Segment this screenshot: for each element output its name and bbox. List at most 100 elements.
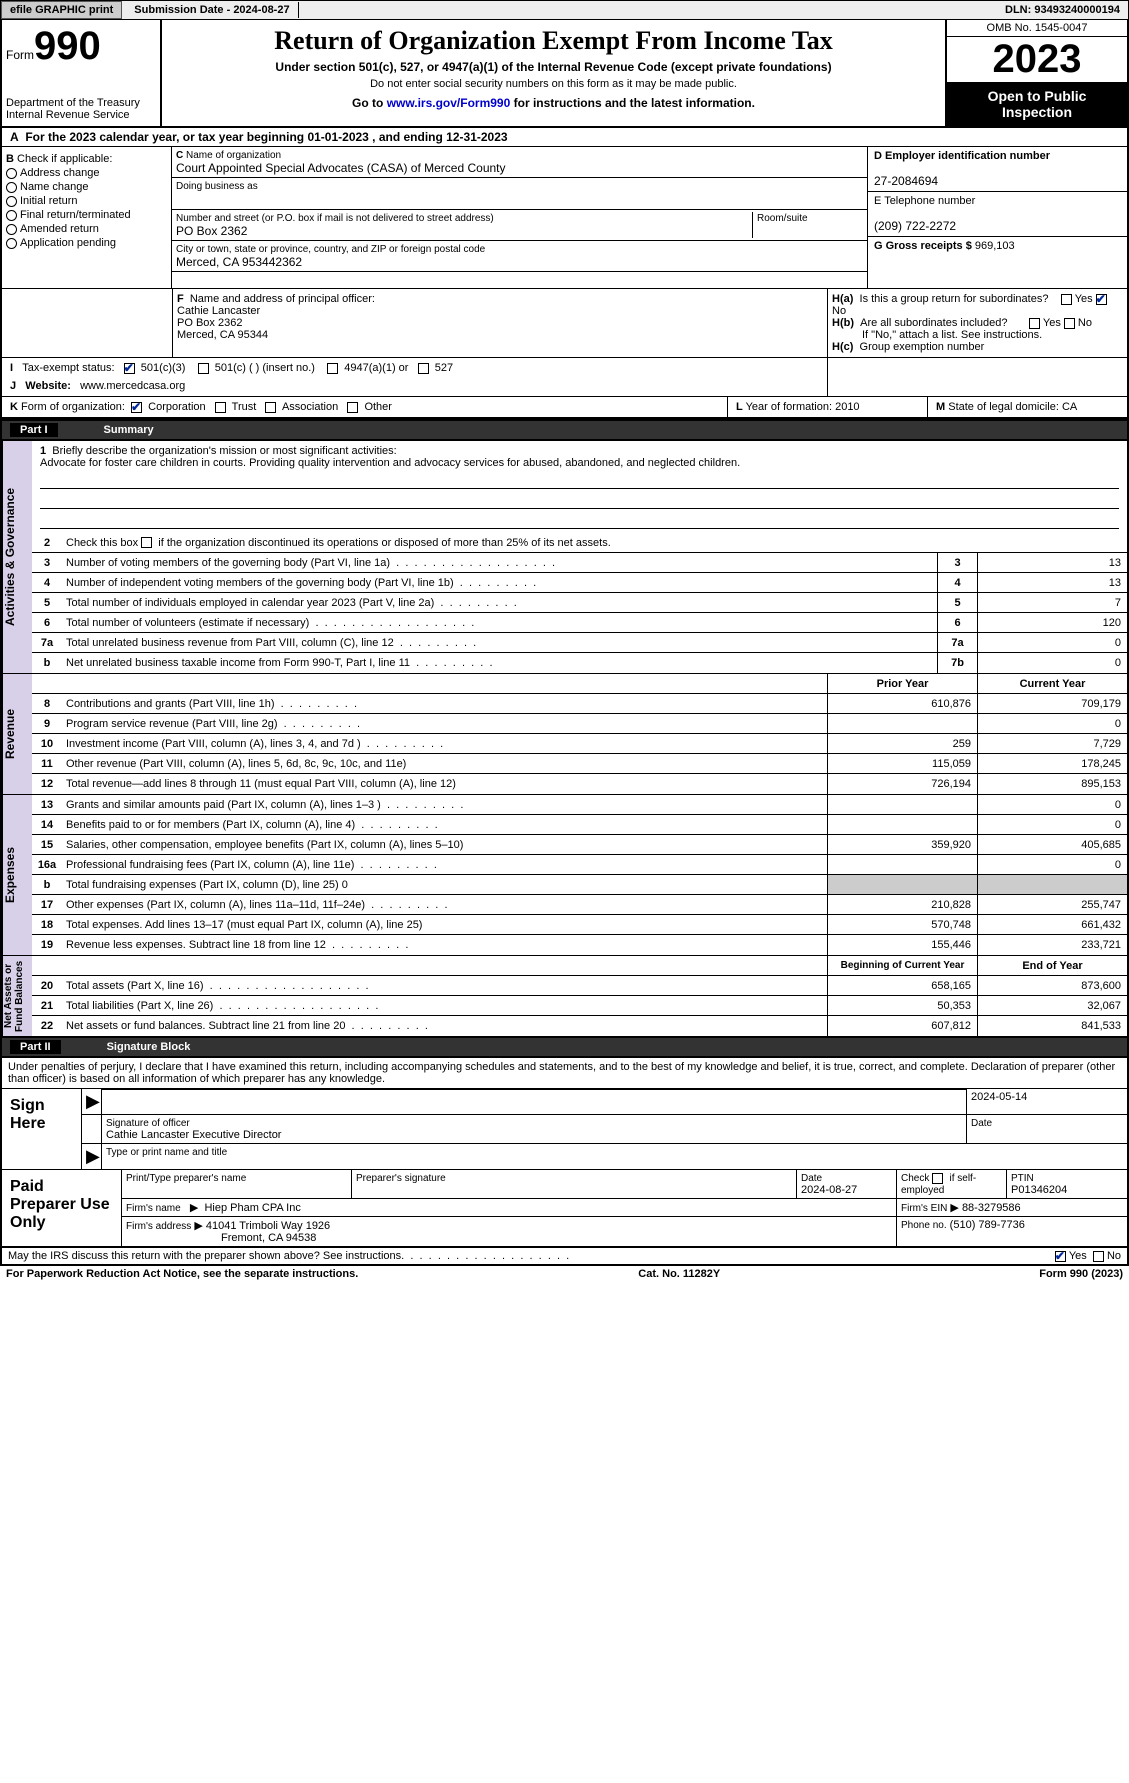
tax-year-line: A For the 2023 calendar year, or tax yea… [0, 128, 1129, 147]
paid-preparer-label: Paid Preparer Use Only [2, 1170, 122, 1246]
line15-current: 405,685 [977, 835, 1127, 854]
inspection-badge: Open to Public Inspection [947, 82, 1127, 126]
revenue-label: Revenue [2, 674, 32, 794]
officer-name: Cathie Lancaster [177, 305, 260, 317]
part1-header: Part ISummary [0, 419, 1129, 439]
line13-current: 0 [977, 795, 1127, 814]
501c3-checkbox[interactable] [124, 363, 135, 374]
street-address: PO Box 2362 [176, 224, 247, 238]
year-formation: 2010 [835, 401, 859, 413]
name-change-checkbox[interactable] [6, 182, 17, 193]
omb-number: OMB No. 1545-0047 [947, 20, 1127, 37]
dln-number: DLN: 93493240000194 [997, 2, 1128, 18]
org-name: Court Appointed Special Advocates (CASA)… [176, 161, 506, 175]
line21-current: 32,067 [977, 996, 1127, 1015]
line16a-current: 0 [977, 855, 1127, 874]
top-bar: efile GRAPHIC print Submission Date - 20… [0, 0, 1129, 20]
amended-return-checkbox[interactable] [6, 224, 17, 235]
form-subtitle: Under section 501(c), 527, or 4947(a)(1)… [168, 60, 939, 74]
line11-prior: 115,059 [827, 754, 977, 773]
line17-prior: 210,828 [827, 895, 977, 914]
initial-return-checkbox[interactable] [6, 196, 17, 207]
expenses-label: Expenses [2, 795, 32, 955]
discuss-row: May the IRS discuss this return with the… [0, 1248, 1129, 1266]
app-pending-checkbox[interactable] [6, 238, 17, 249]
501c-checkbox[interactable] [198, 363, 209, 374]
discuss-yes[interactable] [1055, 1251, 1066, 1262]
part1-body: Activities & Governance 1 Briefly descri… [0, 439, 1129, 1038]
form-number: 990 [34, 24, 101, 68]
efile-print-button[interactable]: efile GRAPHIC print [1, 1, 122, 19]
section-fh: F Name and address of principal officer:… [0, 289, 1129, 358]
group-return-no[interactable] [1096, 294, 1107, 305]
state-domicile: CA [1062, 401, 1077, 413]
line22-prior: 607,812 [827, 1016, 977, 1036]
section-ij: I Tax-exempt status: 501(c)(3) 501(c) ( … [0, 358, 1129, 397]
line9-current: 0 [977, 714, 1127, 733]
address-change-checkbox[interactable] [6, 168, 17, 179]
ein-label: D Employer identification number [874, 150, 1050, 162]
firm-ein: 88-3279586 [962, 1202, 1021, 1214]
line20-current: 873,600 [977, 976, 1127, 995]
discuss-no[interactable] [1093, 1251, 1104, 1262]
line6-value: 120 [977, 613, 1127, 632]
4947-checkbox[interactable] [327, 363, 338, 374]
trust-checkbox[interactable] [215, 402, 226, 413]
perjury-declaration: Under penalties of perjury, I declare th… [2, 1058, 1127, 1089]
line11-current: 178,245 [977, 754, 1127, 773]
form-label: Form [6, 48, 34, 62]
discontinued-checkbox[interactable] [141, 537, 152, 548]
subs-yes[interactable] [1029, 318, 1040, 329]
self-employed-checkbox[interactable] [932, 1173, 943, 1184]
activities-governance-label: Activities & Governance [2, 441, 32, 673]
ssn-warning: Do not enter social security numbers on … [168, 78, 939, 90]
ptin-value: P01346204 [1011, 1184, 1067, 1196]
line4-value: 13 [977, 573, 1127, 592]
assoc-checkbox[interactable] [265, 402, 276, 413]
line14-current: 0 [977, 815, 1127, 834]
form-header: Form990 Department of the Treasury Inter… [0, 20, 1129, 128]
section-bcd: B Check if applicable: Address change Na… [0, 147, 1129, 289]
subs-no[interactable] [1064, 318, 1075, 329]
signature-block: Under penalties of perjury, I declare th… [0, 1056, 1129, 1248]
phone-value: (209) 722-2272 [874, 219, 956, 233]
527-checkbox[interactable] [418, 363, 429, 374]
irs-link[interactable]: www.irs.gov/Form990 [387, 96, 511, 110]
line8-current: 709,179 [977, 694, 1127, 713]
line5-value: 7 [977, 593, 1127, 612]
line9-prior [827, 714, 977, 733]
line22-current: 841,533 [977, 1016, 1127, 1036]
city-state-zip: Merced, CA 953442362 [176, 255, 302, 269]
line10-current: 7,729 [977, 734, 1127, 753]
ein-value: 27-2084694 [874, 174, 938, 188]
tax-year: 2023 [947, 37, 1127, 82]
line7b-value: 0 [977, 653, 1127, 673]
line19-prior: 155,446 [827, 935, 977, 955]
officer-sig-name: Cathie Lancaster Executive Director [106, 1129, 281, 1141]
firm-name: Hiep Pham CPA Inc [204, 1202, 300, 1214]
sig-date: 2024-05-14 [967, 1089, 1127, 1114]
firm-phone: (510) 789-7736 [950, 1219, 1025, 1231]
part2-header: Part IISignature Block [0, 1038, 1129, 1056]
line10-prior: 259 [827, 734, 977, 753]
form-title: Return of Organization Exempt From Incom… [168, 26, 939, 56]
gross-receipts: 969,103 [975, 240, 1015, 252]
website-value: www.mercedcasa.org [80, 380, 185, 392]
line17-current: 255,747 [977, 895, 1127, 914]
group-return-yes[interactable] [1061, 294, 1072, 305]
line20-prior: 658,165 [827, 976, 977, 995]
submission-date: Submission Date - 2024-08-27 [126, 2, 298, 18]
line7a-value: 0 [977, 633, 1127, 652]
corp-checkbox[interactable] [131, 402, 142, 413]
preparer-date: 2024-08-27 [801, 1184, 857, 1196]
department-label: Department of the Treasury Internal Reve… [6, 97, 156, 121]
line19-current: 233,721 [977, 935, 1127, 955]
section-klm: K Form of organization: Corporation Trus… [0, 397, 1129, 419]
line21-prior: 50,353 [827, 996, 977, 1015]
line18-current: 661,432 [977, 915, 1127, 934]
other-checkbox[interactable] [347, 402, 358, 413]
sign-here-label: Sign Here [2, 1089, 82, 1169]
line18-prior: 570,748 [827, 915, 977, 934]
final-return-checkbox[interactable] [6, 210, 17, 221]
line15-prior: 359,920 [827, 835, 977, 854]
